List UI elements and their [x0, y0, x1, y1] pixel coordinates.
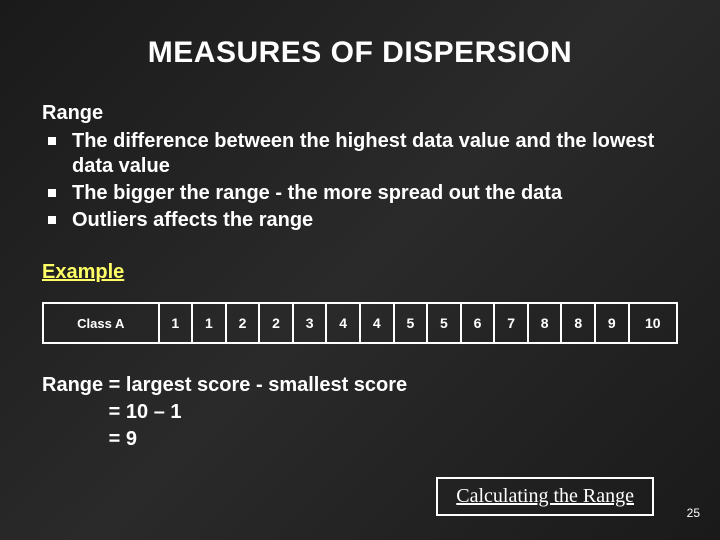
- calc-line: = 10 – 1: [42, 399, 678, 426]
- range-heading: Range: [42, 102, 678, 125]
- row-header: Class A: [43, 303, 159, 343]
- table-cell: 7: [494, 303, 528, 343]
- table-row: Class A 1 1 2 2 3 4 4 5 5 6 7 8 8 9 10: [43, 303, 677, 343]
- table-cell: 6: [461, 303, 495, 343]
- calculating-range-link[interactable]: Calculating the Range: [436, 477, 654, 516]
- table-cell: 5: [394, 303, 428, 343]
- table-cell: 10: [629, 303, 677, 343]
- square-bullet-icon: [48, 216, 56, 224]
- calc-line: = 9: [42, 426, 678, 453]
- bullet-list: The difference between the highest data …: [48, 129, 678, 233]
- bullet-text: The bigger the range - the more spread o…: [72, 181, 562, 206]
- bullet-text: The difference between the highest data …: [72, 129, 678, 179]
- page-number: 25: [687, 506, 700, 520]
- square-bullet-icon: [48, 137, 56, 145]
- bullet-item: Outliers affects the range: [48, 208, 678, 233]
- calc-line: Range = largest score - smallest score: [42, 372, 678, 399]
- table-cell: 8: [528, 303, 562, 343]
- table-cell: 8: [561, 303, 595, 343]
- calculation-block: Range = largest score - smallest score =…: [42, 372, 678, 453]
- table-cell: 2: [226, 303, 260, 343]
- example-heading: Example: [42, 261, 678, 284]
- table-cell: 4: [360, 303, 394, 343]
- table-cell: 4: [326, 303, 360, 343]
- table-cell: 1: [159, 303, 193, 343]
- square-bullet-icon: [48, 189, 56, 197]
- table-cell: 9: [595, 303, 629, 343]
- bullet-item: The bigger the range - the more spread o…: [48, 181, 678, 206]
- bullet-item: The difference between the highest data …: [48, 129, 678, 179]
- table-cell: 1: [192, 303, 226, 343]
- table-cell: 5: [427, 303, 461, 343]
- slide-title: MEASURES OF DISPERSION: [0, 0, 720, 70]
- table-cell: 3: [293, 303, 327, 343]
- data-table: Class A 1 1 2 2 3 4 4 5 5 6 7 8 8 9 10: [42, 302, 678, 344]
- bullet-text: Outliers affects the range: [72, 208, 313, 233]
- table-cell: 2: [259, 303, 293, 343]
- content-area: Range The difference between the highest…: [0, 70, 720, 453]
